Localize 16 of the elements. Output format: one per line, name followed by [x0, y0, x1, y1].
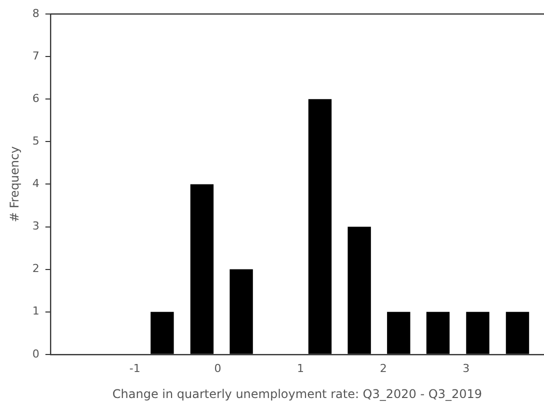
x-tick-label: 0 — [214, 362, 222, 375]
x-tick-label: 2 — [380, 362, 387, 375]
y-tick-label: 1 — [32, 304, 40, 318]
x-tick-label: 1 — [297, 362, 304, 375]
y-tick-label: 4 — [32, 177, 40, 190]
y-tick-label: 0 — [32, 347, 40, 360]
y-tick-label: 3 — [32, 220, 40, 233]
y-tick-label: 5 — [32, 134, 40, 148]
x-axis-title: Change in quarterly unemployment rate: Q3_2020 - Q3_2019 — [112, 386, 482, 401]
x-tick-label: -1 — [129, 362, 140, 375]
y-tick-label: 7 — [32, 49, 40, 62]
x-tick-label: 3 — [462, 362, 470, 375]
y-tick-label: 2 — [32, 262, 40, 276]
y-tick-label: 6 — [32, 92, 40, 105]
y-axis-title: # Frequency — [7, 146, 22, 222]
y-tick-label: 8 — [32, 6, 40, 20]
